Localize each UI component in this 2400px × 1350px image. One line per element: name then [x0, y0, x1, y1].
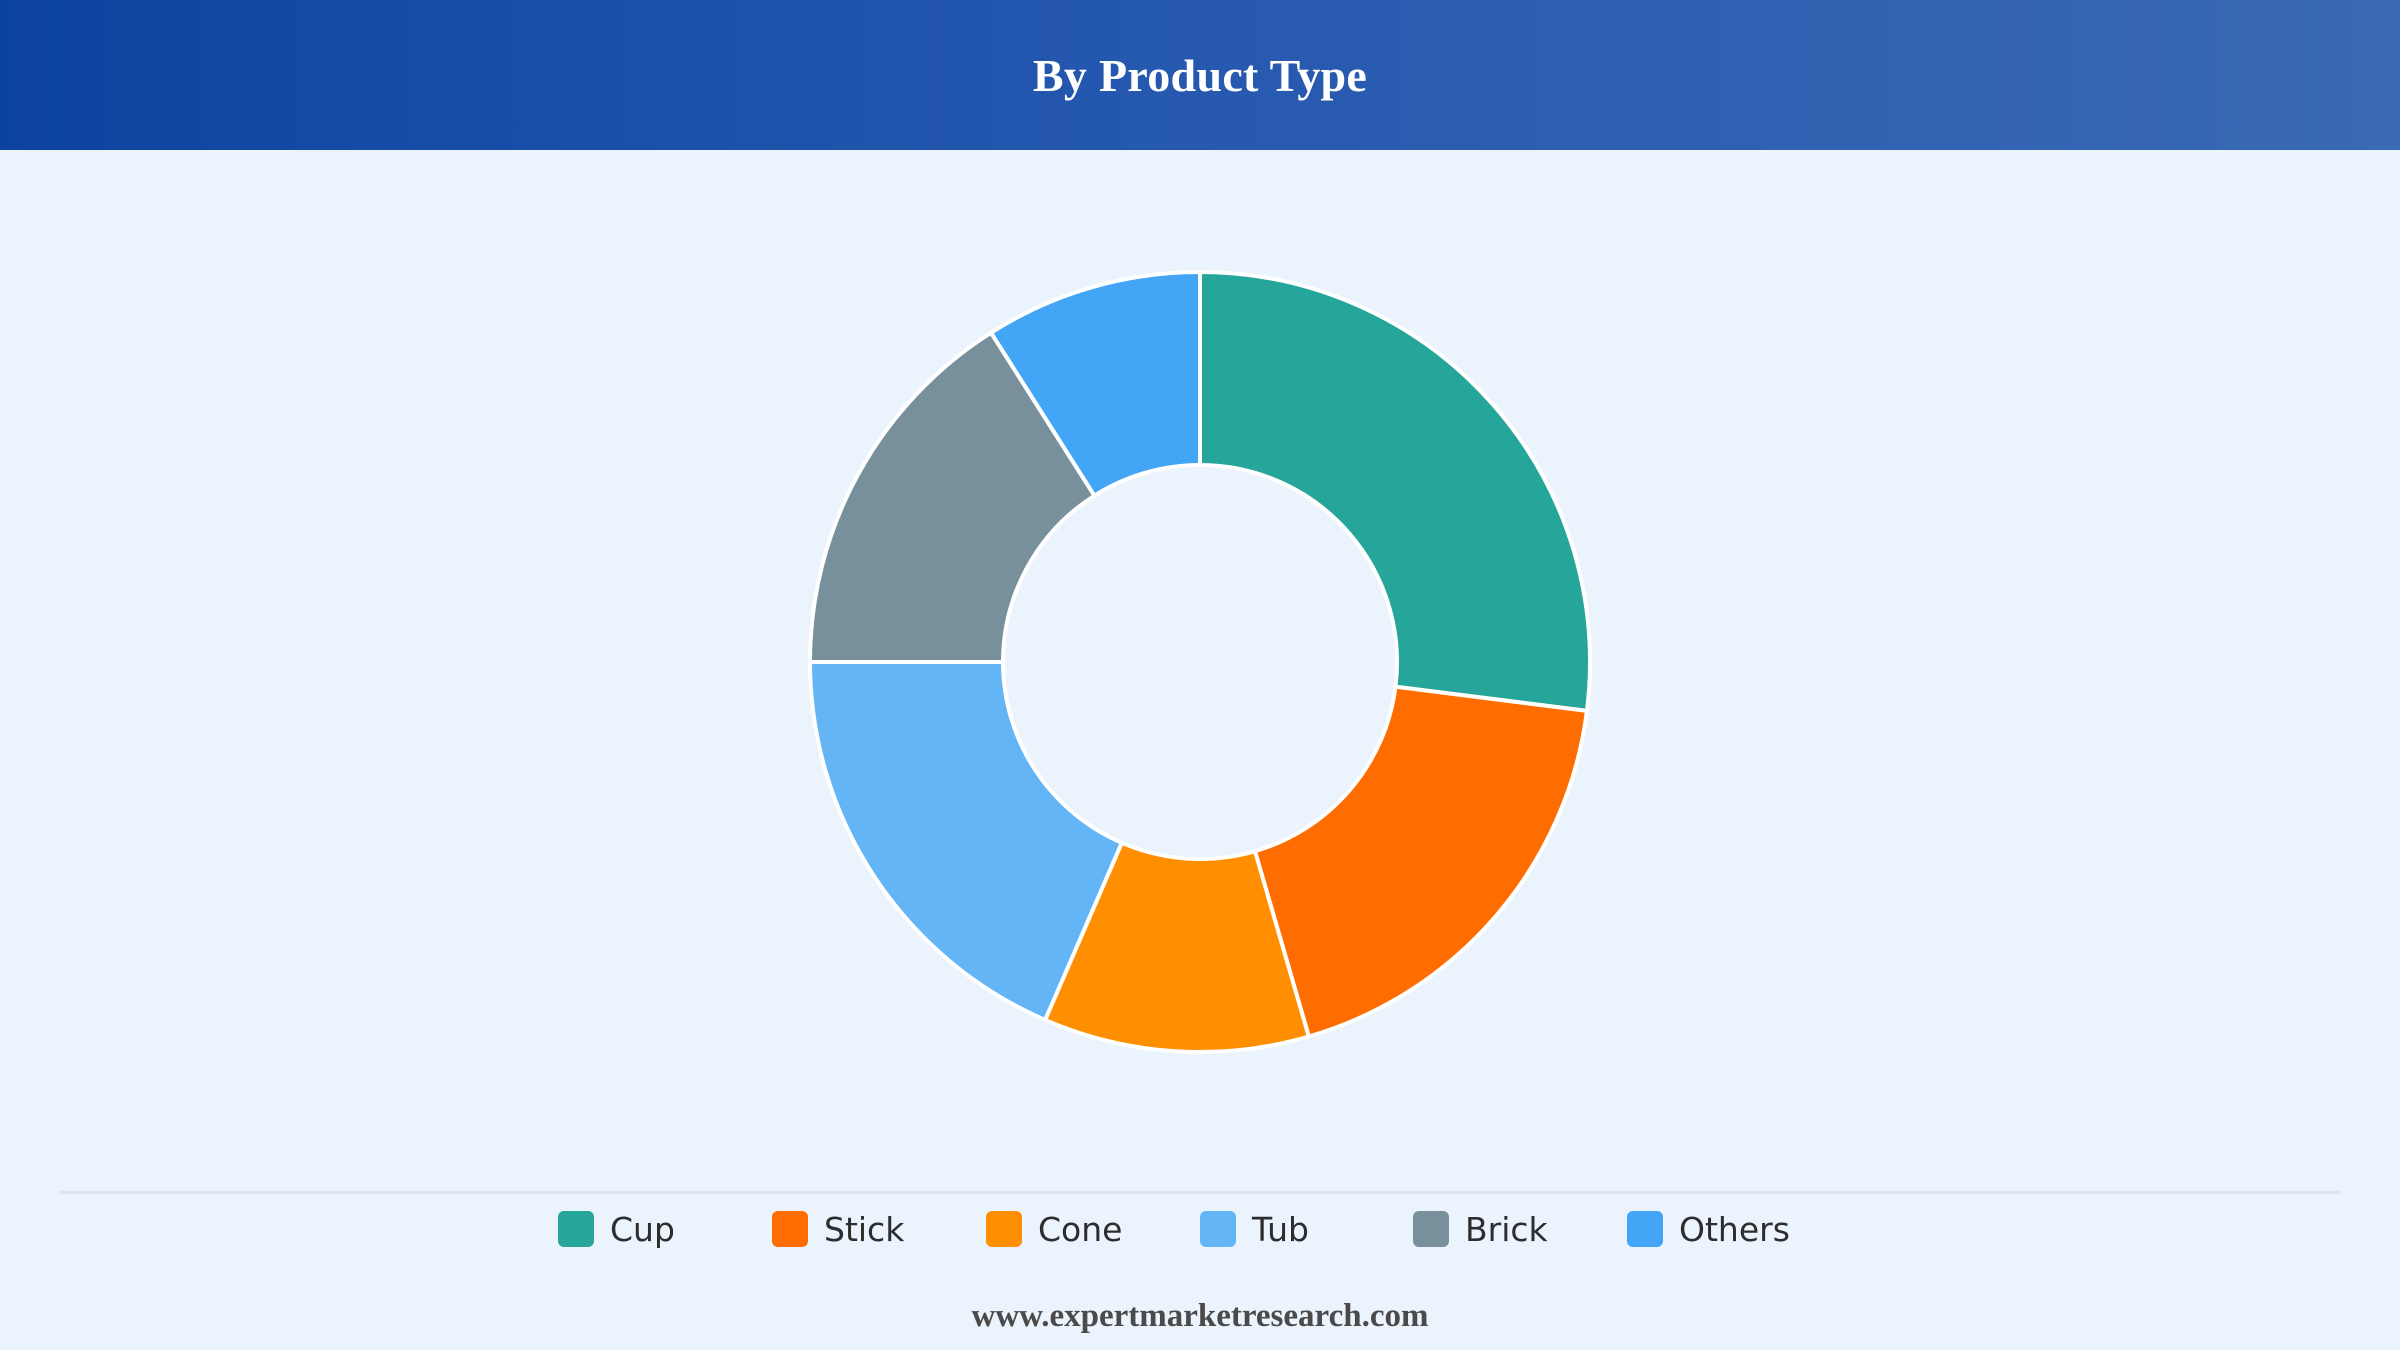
legend-label-others: Others: [1679, 1209, 1790, 1249]
legend-label-cone: Cone: [1038, 1209, 1123, 1249]
legend-item-cone[interactable]: Cone: [986, 1204, 1122, 1254]
legend-swatch-stick: [772, 1211, 808, 1247]
legend-label-cup: Cup: [610, 1209, 675, 1249]
legend-swatch-brick: [1413, 1211, 1449, 1247]
chart-header: By Product Type: [0, 0, 2400, 150]
legend-item-tub[interactable]: Tub: [1200, 1204, 1309, 1254]
source-url: www.expertmarketresearch.com: [971, 1298, 1429, 1334]
slice-others[interactable]: [989, 270, 1202, 498]
legend-label-brick: Brick: [1465, 1209, 1548, 1249]
legend-item-stick[interactable]: Stick: [772, 1204, 904, 1254]
legend-divider: [60, 1191, 2340, 1194]
donut-chart: [808, 270, 1592, 1055]
slice-brick[interactable]: [808, 330, 1097, 664]
slice-stick[interactable]: [1252, 684, 1589, 1039]
legend-swatch-cup: [558, 1211, 594, 1247]
slice-tub[interactable]: [808, 660, 1124, 1022]
slice-cone[interactable]: [1043, 840, 1311, 1055]
legend-swatch-tub: [1200, 1211, 1236, 1247]
legend-label-tub: Tub: [1252, 1209, 1310, 1249]
chart-legend: Cup Stick Cone Tub Brick Others: [0, 1204, 2400, 1254]
legend-label-stick: Stick: [824, 1209, 905, 1249]
legend-swatch-cone: [986, 1211, 1022, 1247]
legend-item-cup[interactable]: Cup: [558, 1204, 675, 1254]
legend-item-others[interactable]: Others: [1627, 1204, 1790, 1254]
legend-item-brick[interactable]: Brick: [1413, 1204, 1548, 1254]
legend-swatch-others: [1627, 1211, 1663, 1247]
chart-title: By Product Type: [1032, 49, 1368, 101]
slice-cup[interactable]: [1198, 270, 1592, 713]
